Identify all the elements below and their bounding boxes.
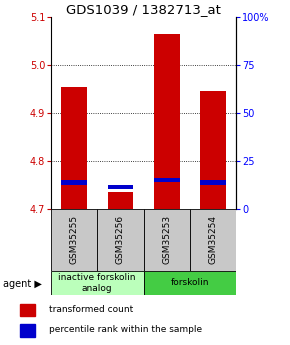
Bar [108, 185, 133, 189]
Bar [51, 209, 97, 271]
Bar [61, 180, 87, 185]
Text: GSM35254: GSM35254 [209, 215, 218, 264]
Bar [144, 271, 236, 295]
Bar [190, 209, 236, 271]
Bar [97, 209, 144, 271]
Text: transformed count: transformed count [49, 305, 133, 314]
Text: agent ▶: agent ▶ [3, 279, 42, 288]
Text: GSM35255: GSM35255 [69, 215, 79, 264]
Bar [200, 180, 226, 185]
Bar [20, 324, 35, 337]
Bar [20, 304, 35, 316]
Bar [144, 209, 190, 271]
Title: GDS1039 / 1382713_at: GDS1039 / 1382713_at [66, 3, 221, 16]
Bar [61, 87, 87, 209]
Text: GSM35253: GSM35253 [162, 215, 171, 264]
Bar [200, 91, 226, 209]
Bar [51, 271, 144, 295]
Bar [154, 34, 180, 209]
Text: inactive forskolin
analog: inactive forskolin analog [58, 273, 136, 293]
Bar [108, 192, 133, 209]
Text: percentile rank within the sample: percentile rank within the sample [49, 325, 202, 334]
Text: GSM35256: GSM35256 [116, 215, 125, 264]
Bar [154, 178, 180, 182]
Text: forskolin: forskolin [171, 278, 209, 287]
